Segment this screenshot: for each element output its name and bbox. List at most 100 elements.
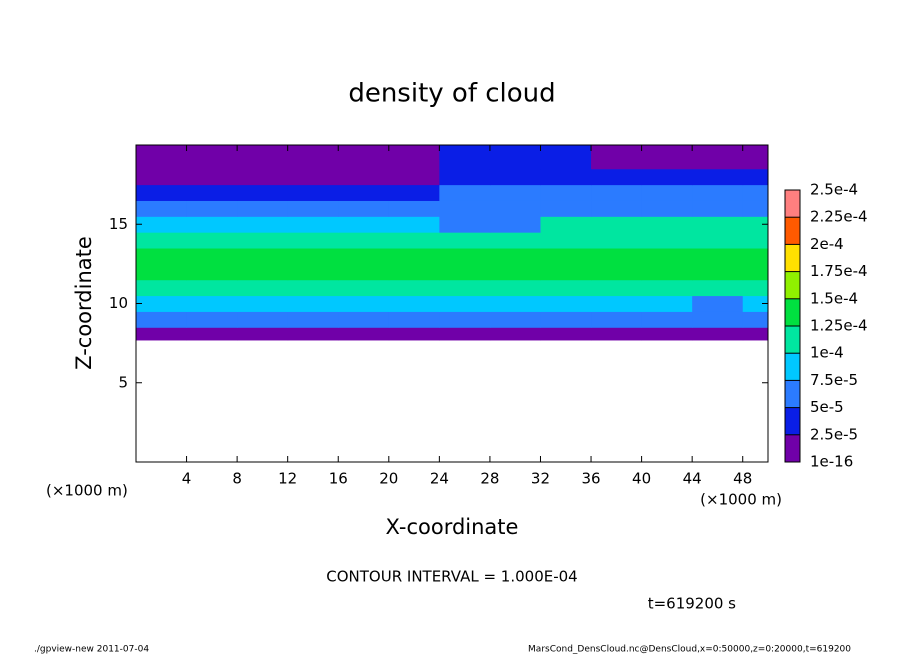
footer-left: ./gpview-new 2011-07-04 xyxy=(34,645,149,654)
heatmap-cell xyxy=(591,200,643,217)
heatmap-cell xyxy=(186,248,238,265)
heatmap-cell xyxy=(237,184,289,201)
heatmap-cell xyxy=(591,327,643,341)
heatmap-cell xyxy=(540,168,592,186)
heatmap-cell xyxy=(742,295,769,312)
x-tick-label: 44 xyxy=(683,470,702,488)
heatmap-cell xyxy=(237,168,289,186)
heatmap-cell xyxy=(388,145,440,170)
heatmap-cell xyxy=(692,295,744,312)
chart-title: density of cloud xyxy=(348,79,555,109)
colorbar-label: 2.5e-5 xyxy=(810,425,858,443)
heatmap xyxy=(136,145,769,341)
colorbar-label: 7.5e-5 xyxy=(810,371,858,389)
heatmap-cell xyxy=(439,327,491,341)
heatmap-cell xyxy=(439,263,491,281)
heatmap-cell xyxy=(439,216,491,233)
heatmap-cell xyxy=(338,168,390,186)
heatmap-cell xyxy=(489,279,541,297)
heatmap-cell xyxy=(186,263,238,281)
heatmap-cell xyxy=(540,327,592,341)
heatmap-cell xyxy=(237,232,289,249)
heatmap-cell xyxy=(388,216,440,233)
heatmap-cell xyxy=(287,216,339,233)
x-tick-label: 40 xyxy=(632,470,651,488)
heatmap-cell xyxy=(692,279,744,297)
heatmap-cell xyxy=(692,200,744,217)
heatmap-cell xyxy=(136,279,188,297)
heatmap-cell xyxy=(237,145,289,170)
heatmap-cell xyxy=(489,168,541,186)
colorbar-box xyxy=(785,407,800,435)
heatmap-cell xyxy=(489,311,541,328)
colorbar-box xyxy=(785,298,800,326)
heatmap-cell xyxy=(692,311,744,328)
heatmap-cell xyxy=(641,279,693,297)
heatmap-cell xyxy=(641,327,693,341)
heatmap-cell xyxy=(237,279,289,297)
y-tick-label: 5 xyxy=(118,373,128,391)
heatmap-cell xyxy=(287,200,339,217)
heatmap-cell xyxy=(489,263,541,281)
heatmap-cell xyxy=(540,145,592,170)
heatmap-cell xyxy=(338,232,390,249)
heatmap-cell xyxy=(338,263,390,281)
heatmap-cell xyxy=(136,327,188,341)
time-note: t=619200 s xyxy=(648,595,736,613)
heatmap-cell xyxy=(692,263,744,281)
heatmap-cell xyxy=(136,311,188,328)
heatmap-cell xyxy=(742,311,769,328)
heatmap-cell xyxy=(540,295,592,312)
heatmap-cell xyxy=(186,279,238,297)
heatmap-cell xyxy=(388,200,440,217)
heatmap-cell xyxy=(692,327,744,341)
heatmap-cell xyxy=(338,327,390,341)
heatmap-cell xyxy=(641,232,693,249)
heatmap-cell xyxy=(287,311,339,328)
heatmap-cell xyxy=(591,216,643,233)
x-unit-label: (×1000 m) xyxy=(700,491,782,509)
heatmap-cell xyxy=(439,184,491,201)
heatmap-cell xyxy=(742,184,769,201)
heatmap-cell xyxy=(287,145,339,170)
footer-right: MarsCond_DensCloud.nc@DensCloud,x=0:5000… xyxy=(528,645,851,654)
x-tick-label: 4 xyxy=(182,470,192,488)
heatmap-cell xyxy=(287,232,339,249)
heatmap-cell xyxy=(439,295,491,312)
heatmap-cell xyxy=(287,184,339,201)
heatmap-cell xyxy=(186,232,238,249)
heatmap-cell xyxy=(338,200,390,217)
colorbar-label: 1.25e-4 xyxy=(810,317,868,335)
heatmap-cell xyxy=(540,216,592,233)
heatmap-cell xyxy=(287,327,339,341)
heatmap-cell xyxy=(136,216,188,233)
heatmap-cell xyxy=(338,248,390,265)
heatmap-cell xyxy=(591,279,643,297)
x-tick-label: 8 xyxy=(232,470,242,488)
heatmap-cell xyxy=(439,200,491,217)
heatmap-cell xyxy=(489,232,541,249)
heatmap-cell xyxy=(641,200,693,217)
x-tick-label: 48 xyxy=(733,470,752,488)
heatmap-cell xyxy=(489,200,541,217)
heatmap-cell xyxy=(641,295,693,312)
colorbar-box xyxy=(785,271,800,299)
heatmap-cell xyxy=(540,279,592,297)
heatmap-cell xyxy=(641,145,693,170)
colorbar-box xyxy=(785,380,800,408)
heatmap-cell xyxy=(186,216,238,233)
heatmap-cell xyxy=(591,232,643,249)
heatmap-cell xyxy=(388,248,440,265)
heatmap-cell xyxy=(742,216,769,233)
heatmap-cell xyxy=(287,168,339,186)
colorbar-label: 2.5e-4 xyxy=(810,181,858,199)
heatmap-cell xyxy=(186,295,238,312)
heatmap-cell xyxy=(742,168,769,186)
heatmap-cell xyxy=(641,248,693,265)
heatmap-cell xyxy=(388,232,440,249)
heatmap-cell xyxy=(540,200,592,217)
colorbar-label: 1.5e-4 xyxy=(810,289,858,307)
heatmap-cell xyxy=(287,279,339,297)
x-tick-label: 28 xyxy=(480,470,499,488)
colorbar-label: 1e-4 xyxy=(810,344,844,362)
